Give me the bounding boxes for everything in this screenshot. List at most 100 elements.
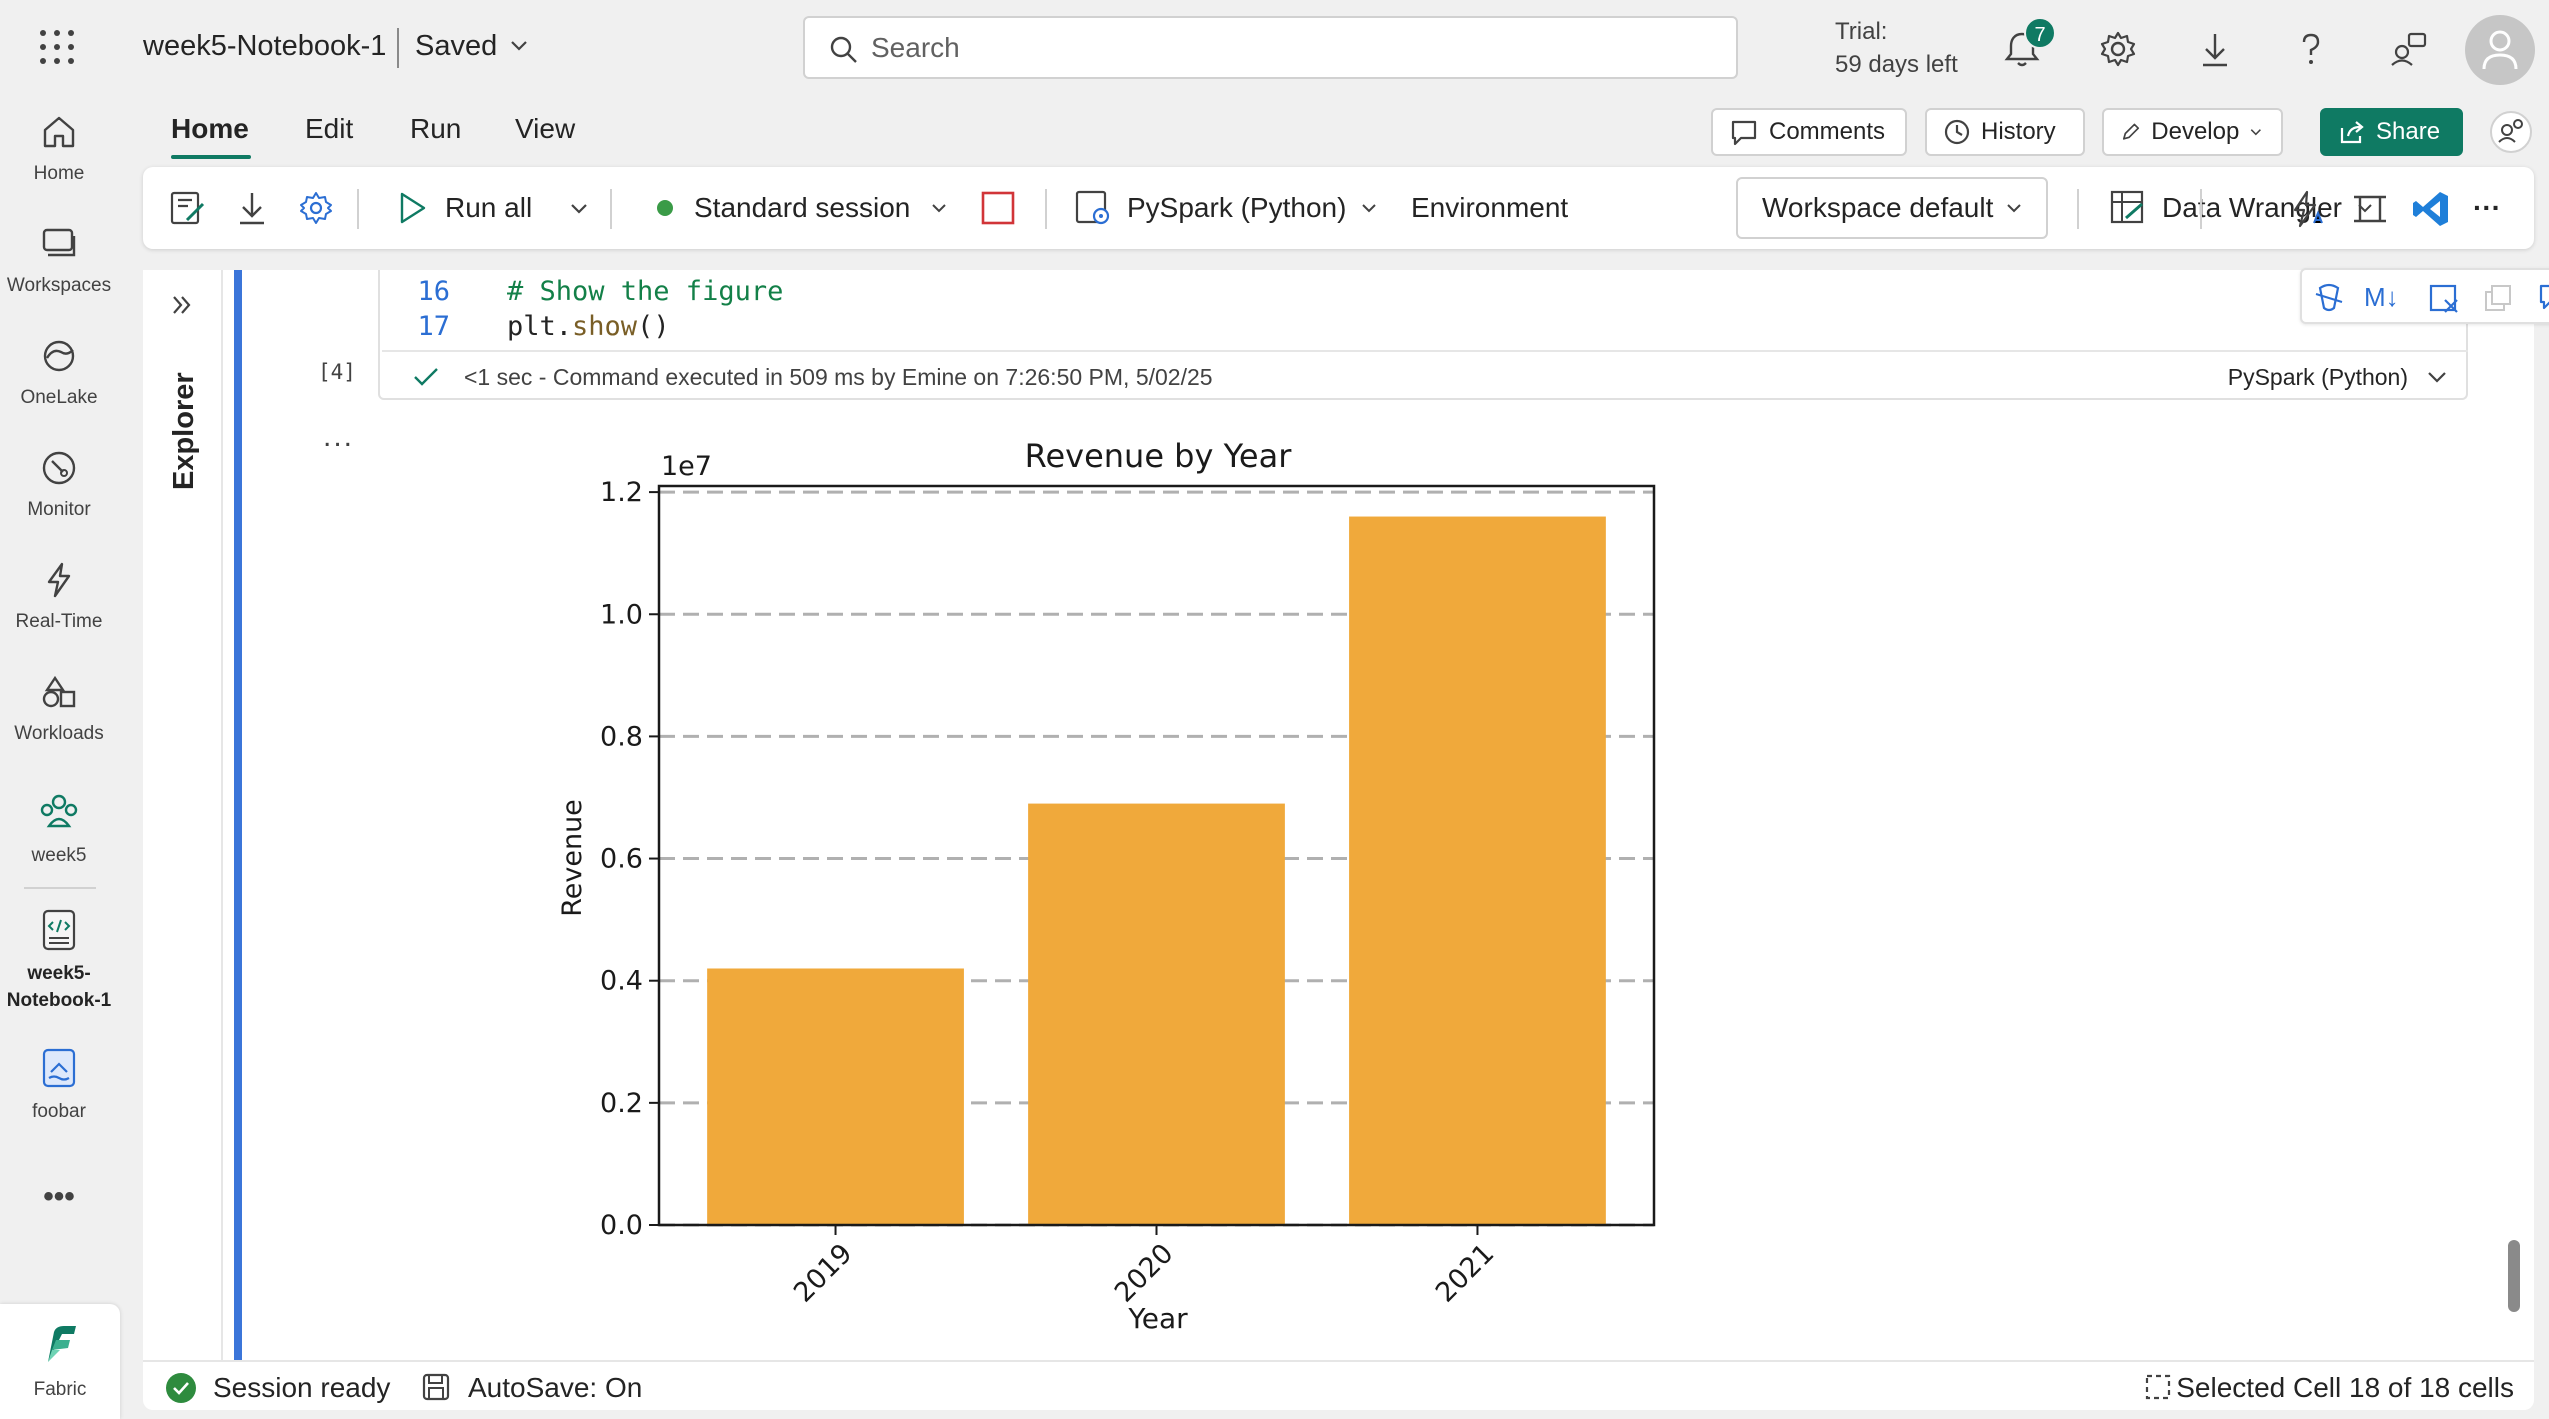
app-launcher-icon[interactable] xyxy=(40,30,76,66)
cell-language-label[interactable]: PySpark (Python) xyxy=(2227,364,2408,390)
session-label: Standard session xyxy=(694,192,911,223)
collaborators-icon[interactable] xyxy=(2489,110,2533,154)
nav-label: Real-Time xyxy=(15,611,103,632)
execution-status-row: <1 sec - Command executed in 509 ms by E… xyxy=(382,350,2468,398)
language-selector[interactable]: PySpark (Python) xyxy=(1073,167,1378,249)
nav-item-home[interactable]: Home xyxy=(0,112,118,187)
explorer-label[interactable]: Explorer xyxy=(168,372,200,490)
tab-run[interactable]: Run xyxy=(410,113,462,144)
nav-item-real-time[interactable]: Real-Time xyxy=(0,560,118,635)
pyspark-icon xyxy=(1075,190,1110,225)
fabric-switcher[interactable]: Fabric xyxy=(0,1304,120,1419)
save-icon xyxy=(422,1373,450,1401)
saved-status[interactable]: Saved xyxy=(415,30,498,62)
code-line[interactable]: plt.show() xyxy=(507,311,670,342)
vertical-scrollbar[interactable] xyxy=(2508,1240,2520,1312)
code-line[interactable]: # Show the figure xyxy=(507,276,784,307)
search-icon xyxy=(830,36,857,63)
onelake-icon xyxy=(43,340,75,372)
copy-cell-icon xyxy=(2485,285,2511,311)
share-label: Share xyxy=(2376,118,2441,145)
nav-item-foobar[interactable]: foobar xyxy=(0,1046,118,1125)
nav-item-onelake[interactable]: OneLake xyxy=(0,336,118,411)
nav-item-monitor[interactable]: Monitor xyxy=(0,448,118,523)
nav-item-workspaces[interactable]: Workspaces xyxy=(0,224,118,299)
nav-item-week5[interactable]: week5 xyxy=(0,790,118,869)
output-more-button[interactable]: ... xyxy=(323,420,355,453)
share-button[interactable]: Share xyxy=(2320,108,2463,156)
chevron-down-icon[interactable] xyxy=(508,34,530,56)
toolbar-divider xyxy=(1045,189,1047,229)
y-tick-label: 0.2 xyxy=(600,1088,643,1119)
environment-select[interactable]: Workspace default xyxy=(1736,177,2048,239)
download-icon[interactable] xyxy=(2192,26,2238,72)
download-icon[interactable] xyxy=(235,190,269,226)
explorer-rail: Explorer xyxy=(143,270,223,1360)
more-options-button[interactable]: ··· xyxy=(2473,192,2501,223)
chevron-down-icon xyxy=(2007,204,2022,213)
bar-2021 xyxy=(1349,516,1606,1225)
active-tab-indicator xyxy=(171,155,251,159)
chevron-down-icon[interactable] xyxy=(2426,368,2448,386)
code-cell[interactable]: 16 # Show the figure 17 plt.show() <1 se… xyxy=(378,268,2549,400)
y-axis-ticks: 0.0 0.2 0.4 0.6 0.8 1.0 1.2 xyxy=(600,477,659,1241)
trial-label: Trial: xyxy=(1835,18,1888,45)
session-selector[interactable]: Standard session xyxy=(656,167,948,249)
clear-output-icon[interactable] xyxy=(2427,282,2461,314)
markdown-toggle-button[interactable]: M↓ xyxy=(2364,282,2399,312)
tab-edit[interactable]: Edit xyxy=(305,113,354,144)
search-box[interactable] xyxy=(803,16,1738,79)
lakehouse-icon xyxy=(42,1048,76,1088)
run-all-button[interactable]: Run all xyxy=(397,167,532,249)
add-comment-icon[interactable] xyxy=(2537,282,2549,314)
tab-home[interactable]: Home xyxy=(171,113,249,144)
feedback-icon[interactable] xyxy=(2385,26,2431,72)
chart-title: Revenue by Year xyxy=(1025,437,1293,475)
expand-chevron-icon[interactable] xyxy=(169,292,195,318)
comments-button[interactable]: Comments xyxy=(1711,108,1907,156)
avatar[interactable] xyxy=(2465,15,2535,85)
history-button[interactable]: History xyxy=(1925,108,2085,156)
run-all-label: Run all xyxy=(445,192,533,223)
notebook-title[interactable]: week5-Notebook-1 xyxy=(143,30,387,62)
settings-icon[interactable] xyxy=(298,190,334,226)
line-number: 16 xyxy=(417,276,450,307)
home-icon xyxy=(43,116,75,148)
x-tick-label: 2021 xyxy=(1430,1238,1501,1309)
vscode-icon[interactable] xyxy=(2411,189,2451,229)
data-wrangler-button[interactable]: Data Wrangler xyxy=(2108,167,2374,249)
toolbar-divider xyxy=(610,189,612,229)
top-bar: week5-Notebook-1 Saved Trial: 59 days le… xyxy=(0,0,2549,100)
bar-2019 xyxy=(707,968,964,1225)
stop-session-icon[interactable] xyxy=(981,191,1015,225)
nav-label: Workloads xyxy=(14,723,104,744)
autosave-status[interactable]: AutoSave: On xyxy=(468,1372,643,1403)
cell-toolbar: M↓ ··· xyxy=(2300,268,2549,324)
develop-button[interactable]: Develop xyxy=(2102,108,2283,156)
fullscreen-icon[interactable] xyxy=(2351,191,2389,227)
language-label: PySpark (Python) xyxy=(1127,192,1347,223)
notebook-icon xyxy=(42,909,76,951)
bar-2020 xyxy=(1028,803,1285,1225)
y-tick-label: 0.4 xyxy=(600,966,643,997)
monitor-icon xyxy=(42,451,76,485)
notification-badge: 7 xyxy=(2024,17,2056,49)
nav-item-notebook[interactable]: week5- Notebook-1 xyxy=(0,908,118,1014)
checkmark-icon xyxy=(414,368,438,386)
copilot-icon[interactable] xyxy=(2312,282,2346,314)
save-notebook-icon[interactable] xyxy=(169,190,207,226)
copilot-lightning-icon[interactable] xyxy=(2287,189,2327,229)
nav-more-button[interactable]: ••• xyxy=(43,1180,75,1213)
gear-icon[interactable] xyxy=(2095,26,2141,72)
tab-view[interactable]: View xyxy=(515,113,576,144)
notebook-toolbar: Run all Standard session PySpark (Python… xyxy=(143,167,2534,249)
nav-item-workloads[interactable]: Workloads xyxy=(0,672,118,747)
cell-selection-icon xyxy=(2145,1374,2171,1400)
line-number: 17 xyxy=(417,311,450,342)
history-label: History xyxy=(1981,118,2056,145)
execution-count: [4] xyxy=(318,360,356,384)
search-input[interactable] xyxy=(871,32,1671,64)
chevron-down-icon[interactable] xyxy=(569,199,589,219)
help-icon[interactable] xyxy=(2288,26,2334,72)
chevron-down-icon xyxy=(2251,129,2262,136)
